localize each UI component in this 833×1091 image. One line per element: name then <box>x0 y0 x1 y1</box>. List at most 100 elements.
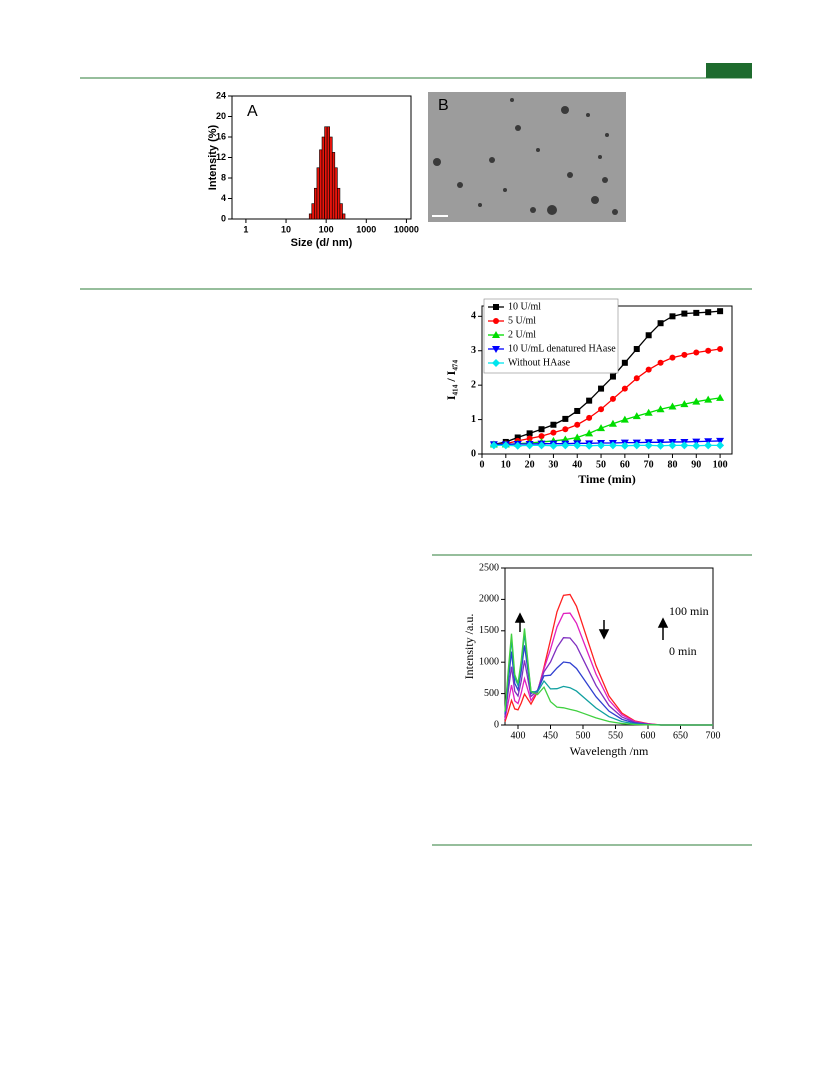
y-tick-label: 1 <box>471 414 476 425</box>
bar <box>314 187 318 220</box>
x-tick-label: 80 <box>667 459 677 470</box>
data-point <box>717 346 724 353</box>
legend-label: 2 U/ml <box>508 329 536 340</box>
data-point <box>704 395 713 403</box>
data-point <box>598 385 605 392</box>
panel-label: A <box>247 103 258 120</box>
y-tick-label: 20 <box>216 111 226 121</box>
data-point <box>586 414 593 421</box>
y-tick-label: 1000 <box>479 656 499 667</box>
tem-image <box>428 92 626 222</box>
data-point <box>549 441 558 450</box>
y-tick-label: 16 <box>216 131 226 141</box>
data-point <box>621 359 628 366</box>
data-point <box>680 400 689 408</box>
data-point <box>586 397 593 404</box>
bar <box>337 187 341 220</box>
x-tick-label: 650 <box>673 730 688 741</box>
y-tick-label: 24 <box>216 90 226 100</box>
legend-marker <box>493 318 499 324</box>
data-point <box>669 313 676 320</box>
x-tick-label: 60 <box>620 459 630 470</box>
y-tick-label: 2000 <box>479 594 499 605</box>
data-point <box>585 441 594 450</box>
y-tick-label: 0 <box>471 448 476 459</box>
data-point <box>598 406 605 413</box>
data-point <box>633 375 640 382</box>
data-point <box>538 426 545 433</box>
data-point <box>669 354 676 361</box>
data-point <box>574 407 581 414</box>
data-point <box>633 346 640 353</box>
data-point <box>608 419 617 427</box>
x-tick-label: 10000 <box>394 224 419 234</box>
data-point <box>692 441 701 450</box>
x-tick-label: 550 <box>608 730 623 741</box>
legend-label: 10 U/ml <box>508 301 541 312</box>
x-tick-label: 40 <box>572 459 582 470</box>
legend-marker <box>492 331 500 338</box>
data-point <box>716 441 725 450</box>
header-block <box>706 63 752 78</box>
data-point <box>538 433 545 440</box>
data-point <box>693 349 700 356</box>
x-axis-label: Wavelength /nm <box>570 744 649 758</box>
data-point <box>526 435 533 442</box>
data-point <box>632 441 641 450</box>
data-point <box>562 426 569 433</box>
data-point <box>681 310 688 317</box>
y-tick-label: 2500 <box>479 562 499 573</box>
annotation: 100 min <box>669 604 709 618</box>
data-point <box>573 441 582 450</box>
annotation: 0 min <box>669 644 697 658</box>
legend-marker <box>492 359 500 367</box>
legend-marker <box>493 304 499 310</box>
bar <box>339 203 343 220</box>
y-tick-label: 3 <box>471 345 476 356</box>
data-point <box>597 424 606 432</box>
data-point <box>513 441 522 450</box>
x-axis-label: Time (min) <box>578 472 635 486</box>
data-point <box>656 441 665 450</box>
data-point <box>705 309 712 316</box>
series-line <box>504 628 713 726</box>
data-point <box>608 441 617 450</box>
data-point <box>514 434 521 441</box>
x-tick-label: 90 <box>691 459 701 470</box>
x-tick-label: 10 <box>281 224 291 234</box>
x-tick-label: 700 <box>706 730 721 741</box>
annotation-arrows <box>514 612 669 640</box>
bar <box>329 136 333 220</box>
data-point <box>609 395 616 402</box>
data-point <box>620 441 629 450</box>
data-point <box>692 397 701 405</box>
data-point <box>537 441 546 450</box>
data-point <box>526 430 533 437</box>
y-tick-label: 0 <box>494 719 499 730</box>
data-point <box>717 308 724 315</box>
data-point <box>645 366 652 373</box>
x-axis-label: Size (d/ nm) <box>291 237 353 249</box>
bar <box>319 149 323 220</box>
data-point <box>705 347 712 354</box>
y-axis-label: I₄₁₄ / I₄₇₄ <box>444 359 458 400</box>
data-point <box>550 429 557 436</box>
data-point <box>657 359 664 366</box>
y-tick-label: 4 <box>471 311 476 322</box>
data-point <box>644 408 653 416</box>
legend-label: 5 U/ml <box>508 315 536 326</box>
y-tick-label: 2 <box>471 379 476 390</box>
x-tick-label: 10 <box>501 459 511 470</box>
data-point <box>657 320 664 327</box>
y-tick-label: 500 <box>484 688 499 699</box>
x-tick-label: 30 <box>548 459 558 470</box>
x-tick-label: 20 <box>525 459 535 470</box>
y-tick-label: 4 <box>221 193 226 203</box>
plot-frame <box>504 567 714 726</box>
y-tick-label: 8 <box>221 172 226 182</box>
legend-box <box>483 298 619 374</box>
data-point <box>609 373 616 380</box>
x-tick-label: 600 <box>641 730 656 741</box>
data-point <box>585 429 594 437</box>
